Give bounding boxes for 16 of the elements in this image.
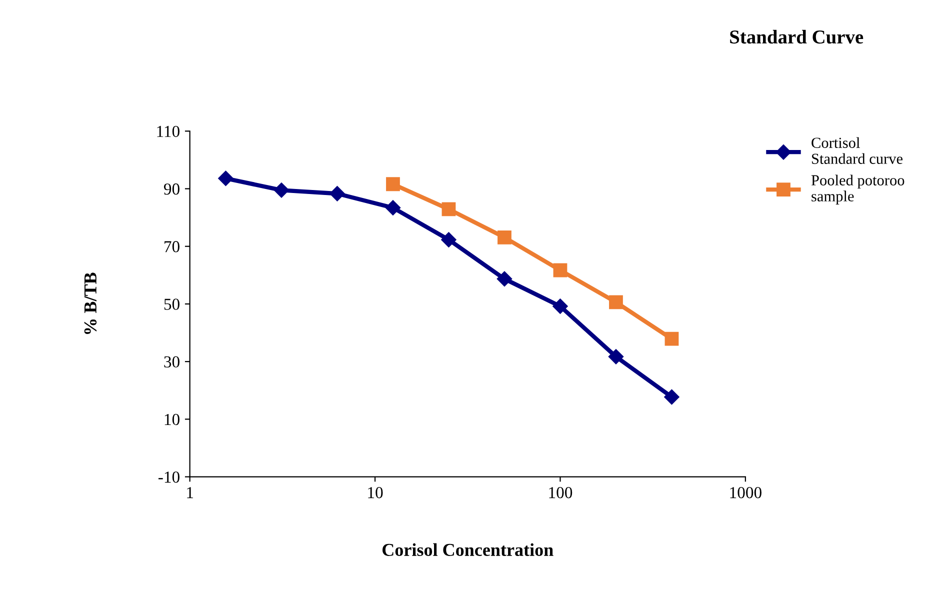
y-tick-label: 30: [164, 356, 180, 368]
y-tick-label: 90: [164, 183, 180, 195]
y-tick-label: -10: [158, 472, 180, 483]
x-axis-title: Corisol Concentration: [382, 543, 554, 556]
x-tick-label: 100: [549, 487, 572, 498]
legend-label: Pooled potoroo sample: [811, 174, 904, 205]
legend-label: Cortisol Standard curve: [812, 137, 903, 164]
text: Standard Curve: [730, 30, 864, 44]
x-tick-label: 1: [187, 487, 193, 498]
y-tick-label: 10: [164, 414, 180, 426]
x-tick-label: 1000: [730, 487, 762, 498]
y-tick-label: 50: [164, 298, 180, 310]
y-tick-label: 110: [157, 126, 180, 138]
x-tick-label: 10: [368, 487, 383, 498]
y-axis-title: % B/TB: [84, 272, 97, 334]
y-tick-label: 70: [164, 241, 180, 252]
